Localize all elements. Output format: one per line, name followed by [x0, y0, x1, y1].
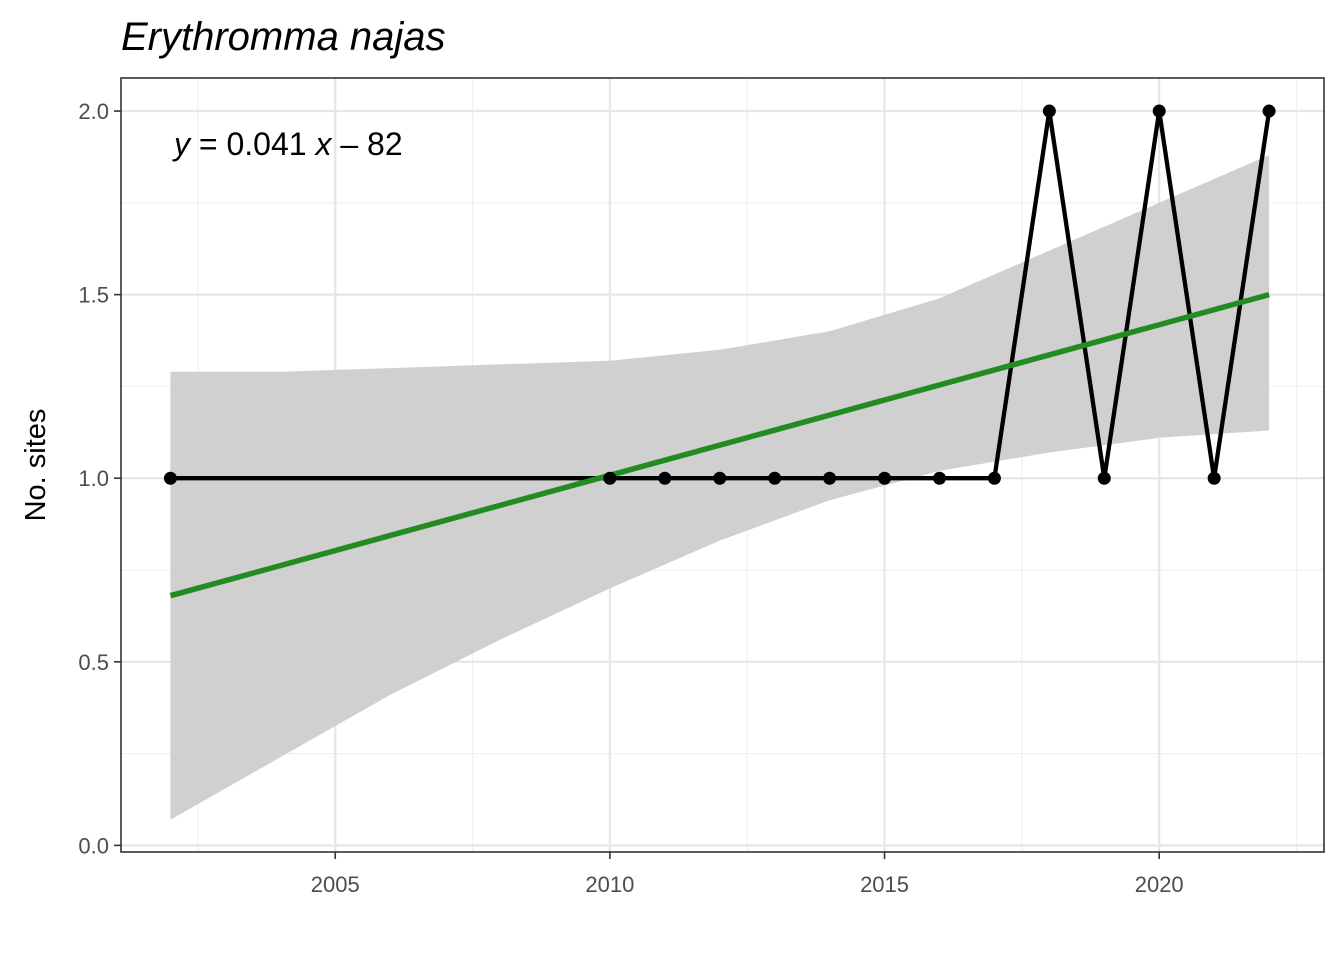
data-point: [1097, 471, 1111, 485]
data-point: [768, 471, 782, 485]
y-tick-label: 0.0: [78, 833, 109, 858]
x-tick-label: 2020: [1135, 872, 1184, 897]
data-point: [603, 471, 617, 485]
y-tick-label: 1.0: [78, 466, 109, 491]
data-point: [1262, 104, 1276, 118]
panel-border: [120, 77, 1325, 853]
data-point: [1152, 104, 1166, 118]
y-axis-title: No. sites: [20, 409, 52, 522]
data-point: [1042, 104, 1056, 118]
data-point: [713, 471, 727, 485]
data-point: [878, 471, 892, 485]
trend-line: [169, 291, 1270, 599]
data-point: [163, 471, 177, 485]
chart-title: Erythromma najas: [121, 15, 446, 59]
plot-area: 2005 2010 2015 2020 0.0 0.5 1.0 1.5 2.0 y = 0.041…: [78, 77, 1325, 897]
y-tick-label: 0.5: [78, 650, 109, 675]
y-tick-label: 1.5: [78, 283, 109, 308]
data-point: [823, 471, 837, 485]
series-line: [170, 108, 1272, 481]
regression-equation: y = 0.041 x – 82: [172, 126, 403, 162]
x-tick-label: 2010: [585, 872, 634, 897]
x-tick-label: 2005: [311, 872, 360, 897]
y-tick-label: 2.0: [78, 99, 109, 124]
data-point: [987, 471, 1001, 485]
data-point: [1207, 471, 1221, 485]
x-tick-label: 2015: [860, 872, 909, 897]
data-point: [932, 471, 946, 485]
data-point: [658, 471, 672, 485]
confidence-band: [170, 155, 1270, 820]
